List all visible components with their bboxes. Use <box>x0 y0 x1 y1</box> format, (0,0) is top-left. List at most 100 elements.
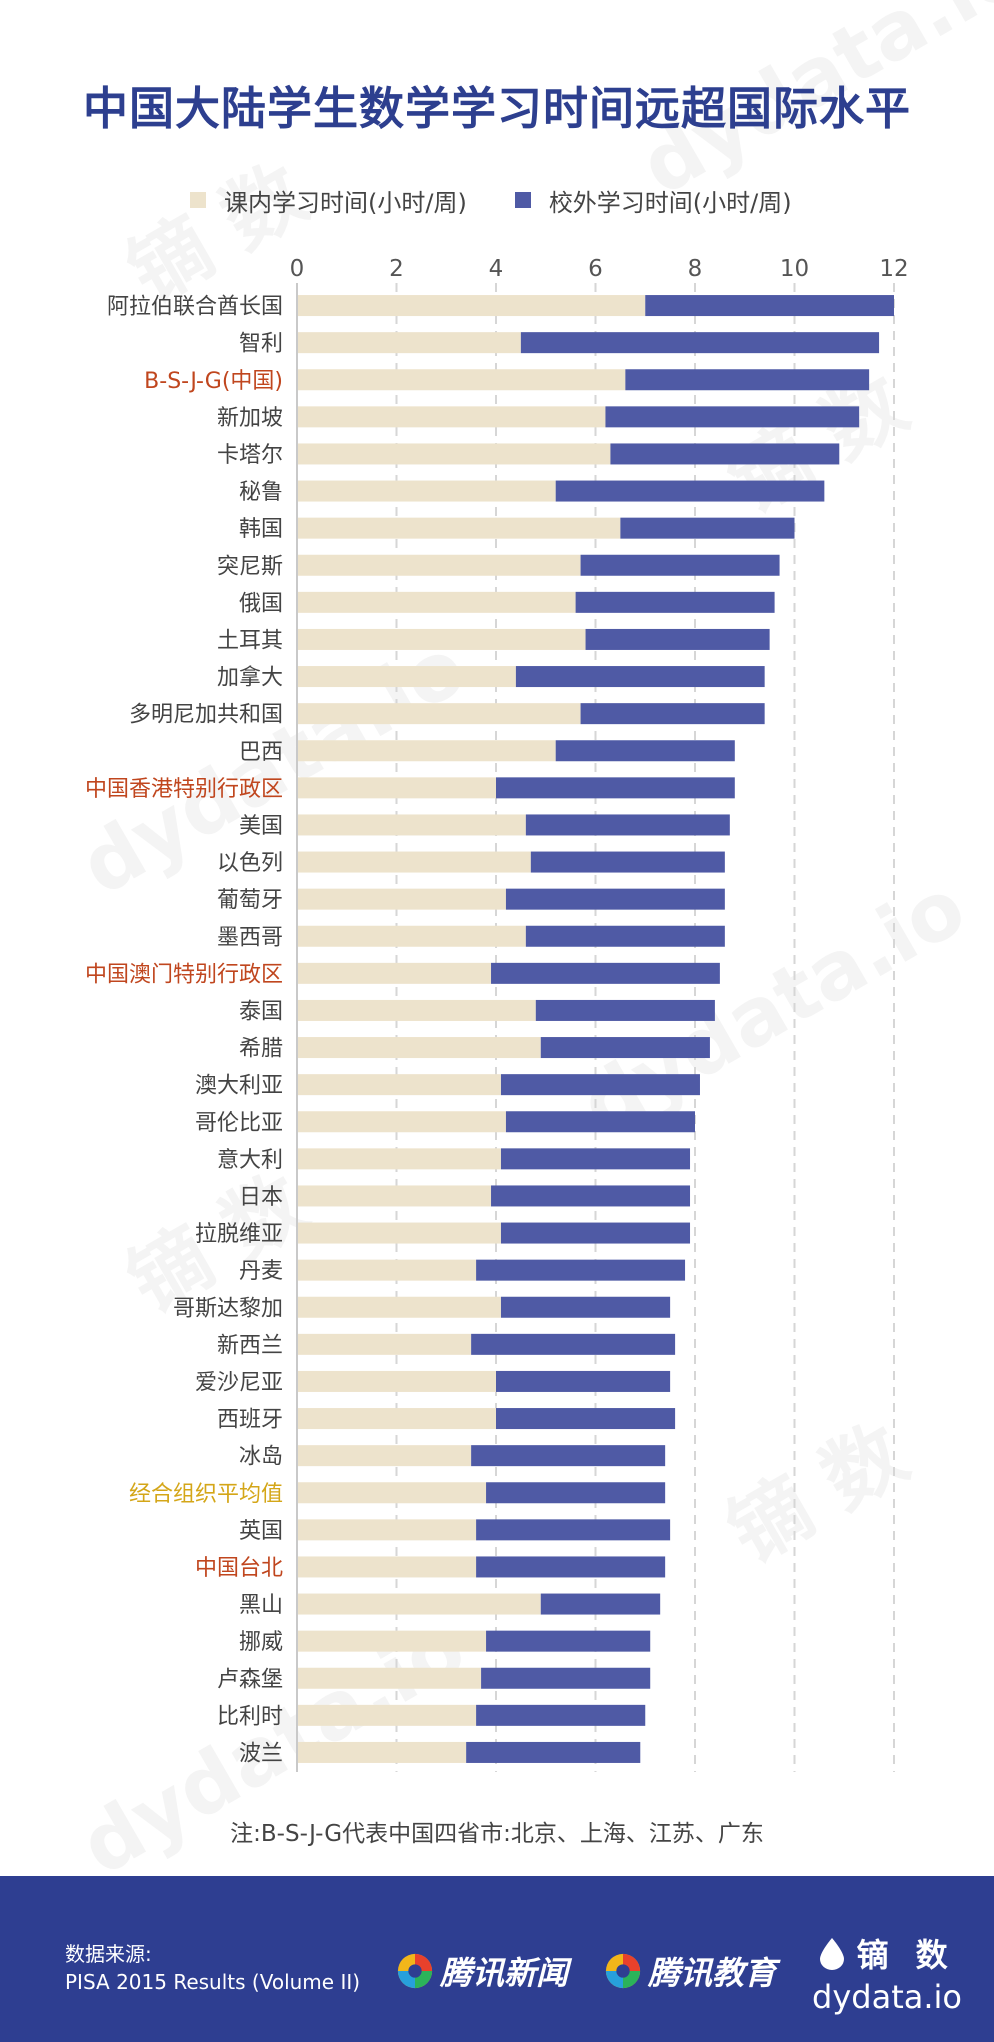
bar-after-school <box>610 443 840 465</box>
bar-after-school <box>580 554 780 576</box>
bar-after-school <box>481 1667 651 1689</box>
legend-item-after-school: 校外学习时间(小时/周) <box>514 183 792 218</box>
chart-legend: 课内学习时间(小时/周) 校外学习时间(小时/周) <box>190 182 840 218</box>
bar-after-school <box>496 1370 671 1392</box>
bar-in-class <box>297 480 556 502</box>
bar-in-class <box>297 1593 541 1615</box>
bar-in-class <box>297 1296 501 1318</box>
category-label: 哥伦比亚 <box>195 1111 283 1136</box>
bar-in-class <box>297 703 581 725</box>
x-tick-label: 0 <box>290 256 305 282</box>
bar-in-class <box>297 1370 496 1392</box>
bar-in-class <box>297 1445 472 1467</box>
bar-after-school <box>520 332 880 354</box>
bar-after-school <box>491 962 720 984</box>
x-tick-label: 6 <box>588 256 603 282</box>
category-label: 中国澳门特别行政区 <box>85 962 283 987</box>
bar-after-school <box>496 777 735 799</box>
bar-in-class <box>297 332 521 354</box>
brand-name-en: dydata.io <box>812 1978 962 2016</box>
bar-after-school <box>530 851 725 873</box>
category-label: 卢森堡 <box>217 1667 283 1692</box>
tencent-news-logo-icon <box>397 1953 433 1989</box>
bar-in-class <box>297 1037 541 1059</box>
bar-in-class <box>297 999 536 1021</box>
bar-after-school <box>500 1222 691 1244</box>
bar-chart: 0 2 4 6 8 10 12 阿拉伯联合酋长国 智利 B-S-J-G(中国) 新加坡 卡塔尔 秘鲁 韩国… <box>85 256 909 1772</box>
bar-in-class <box>297 1556 477 1578</box>
category-label: B-S-J-G(中国) <box>144 369 283 394</box>
bar-in-class <box>297 369 626 391</box>
category-label: 冰岛 <box>239 1445 283 1470</box>
category-label: 意大利 <box>217 1148 283 1173</box>
data-source: 数据来源: PISA 2015 Results (Volume II) <box>65 1940 360 1996</box>
category-label: 澳大利亚 <box>195 1074 283 1099</box>
bar-in-class <box>297 1333 472 1355</box>
x-tick-label: 2 <box>389 256 404 282</box>
category-label: 波兰 <box>239 1741 283 1766</box>
category-label: 中国台北 <box>195 1556 283 1581</box>
x-tick-label: 12 <box>879 256 908 282</box>
bar-in-class <box>297 1408 496 1430</box>
bar-in-class <box>297 888 506 910</box>
legend-label-after-school: 校外学习时间(小时/周) <box>548 188 792 217</box>
bar-in-class <box>297 406 606 428</box>
category-label: 卡塔尔 <box>217 443 283 468</box>
bar-in-class <box>297 666 516 688</box>
bar-in-class <box>297 1148 501 1170</box>
category-label: 比利时 <box>217 1704 283 1729</box>
bar-in-class <box>297 443 611 465</box>
x-tick-label: 8 <box>688 256 703 282</box>
bar-after-school <box>515 666 765 688</box>
partner-tencent-news: 腾讯新闻 <box>396 1948 568 1994</box>
partner-tencent-edu: 腾讯教育 <box>604 1948 776 1994</box>
bar-in-class <box>297 814 526 836</box>
bar-in-class <box>297 1185 492 1207</box>
category-label: 黑山 <box>239 1593 283 1618</box>
category-label: 阿拉伯联合酋长国 <box>107 295 283 320</box>
x-tick-label: 4 <box>489 256 504 282</box>
brand-drop-icon <box>820 1938 845 1970</box>
bar-in-class <box>297 628 586 650</box>
category-label: 秘鲁 <box>239 480 283 505</box>
bar-in-class <box>297 1667 482 1689</box>
bar-after-school <box>471 1445 666 1467</box>
bar-after-school <box>500 1296 671 1318</box>
bar-after-school <box>620 517 795 539</box>
bar-in-class <box>297 851 531 873</box>
brand-name-cn: 镝 数 <box>856 1936 956 1974</box>
bar-after-school <box>540 1593 661 1615</box>
bar-after-school <box>535 999 715 1021</box>
bar-after-school <box>476 1259 686 1281</box>
category-label: 丹麦 <box>239 1259 283 1284</box>
category-label: 哥斯达黎加 <box>173 1296 283 1321</box>
bar-in-class <box>297 1741 467 1763</box>
category-label: 新西兰 <box>217 1333 283 1358</box>
category-label: 突尼斯 <box>217 554 283 579</box>
data-source-label: 数据来源: <box>65 1942 152 1966</box>
category-label: 韩国 <box>239 517 283 542</box>
bar-after-school <box>580 703 765 725</box>
category-label: 经合组织平均值 <box>129 1482 283 1507</box>
bar-in-class <box>297 925 526 947</box>
x-tick-label: 10 <box>780 256 809 282</box>
bar-after-school <box>491 1185 691 1207</box>
bar-in-class <box>297 591 576 613</box>
bar-after-school <box>625 369 870 391</box>
category-label: 希腊 <box>239 1037 283 1062</box>
category-label: 日本 <box>239 1185 283 1210</box>
bar-after-school <box>555 480 825 502</box>
bar-after-school <box>555 740 735 762</box>
bar-in-class <box>297 1074 501 1096</box>
category-label: 俄国 <box>239 591 283 616</box>
bar-in-class <box>297 1259 477 1281</box>
bar-in-class <box>297 1111 506 1133</box>
bar-after-school <box>505 1111 695 1133</box>
chart-note: 注:B-S-J-G代表中国四省市:北京、上海、江苏、广东 <box>230 1821 764 1847</box>
category-label: 土耳其 <box>217 628 283 653</box>
bar-after-school <box>500 1074 700 1096</box>
bar-after-school <box>525 925 725 947</box>
category-label: 美国 <box>239 814 283 839</box>
category-label: 以色列 <box>217 851 283 876</box>
